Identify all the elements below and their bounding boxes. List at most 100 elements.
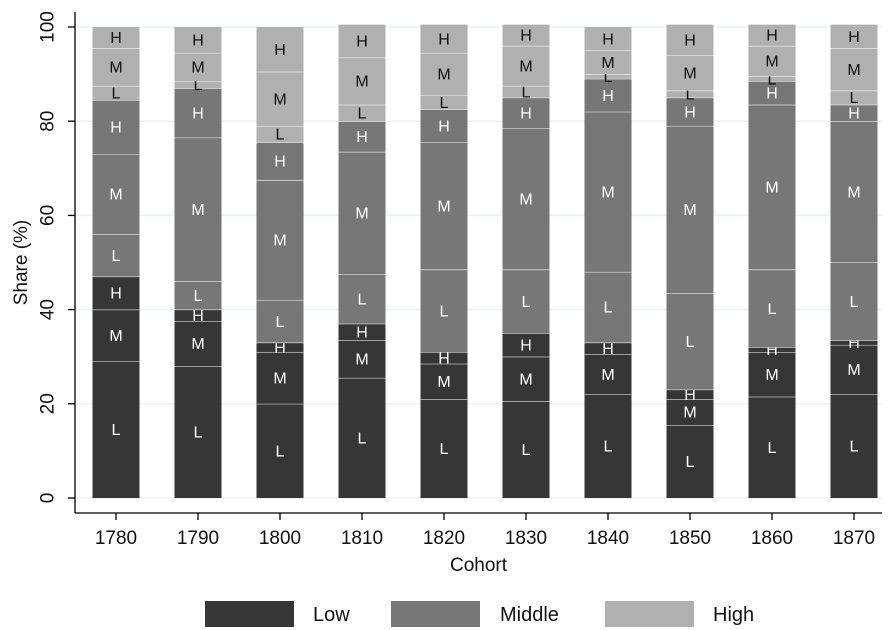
segment-label: H <box>766 28 778 45</box>
bar-segment-1860-high-L <box>748 76 796 82</box>
bar-segment-1780-high-L <box>92 85 140 101</box>
segment-label: L <box>850 439 859 456</box>
x-tick-label-1850: 1850 <box>669 528 711 549</box>
bar-segment-1790-middle-H <box>174 88 222 138</box>
segment-label: L <box>604 439 613 456</box>
segment-label: L <box>604 300 613 317</box>
segment-label: M <box>437 198 450 215</box>
bar-segment-1850-low-M <box>666 399 714 425</box>
bar-segment-1800-low-L <box>256 403 304 498</box>
bar-segment-1810-middle-L <box>338 274 386 324</box>
bar-segment-1800-middle-L <box>256 300 304 343</box>
bar-segment-1840-high-L <box>584 74 632 79</box>
bar-segment-1850-low-L <box>666 424 714 498</box>
segment-label: L <box>522 442 531 459</box>
segment-label: H <box>848 29 860 46</box>
legend-swatch-middle <box>391 601 480 627</box>
segment-label: H <box>274 154 286 171</box>
segment-label: L <box>194 288 203 305</box>
segment-label: M <box>519 372 532 389</box>
segment-label: M <box>765 367 778 384</box>
segment-label: H <box>356 324 368 341</box>
segment-label: M <box>191 202 204 219</box>
segment-label: M <box>355 352 368 369</box>
legend-swatch-high <box>605 601 694 627</box>
x-tick-label-1820: 1820 <box>423 528 465 549</box>
segment-label: H <box>684 387 696 404</box>
bar-segment-1790-low-M <box>174 321 222 367</box>
y-tick-label-60: 60 <box>38 205 59 226</box>
bar-segment-1810-low-M <box>338 340 386 378</box>
bar-segment-1810-middle-H <box>338 121 386 152</box>
bar-segment-1870-middle-H <box>830 104 878 122</box>
segment-label: H <box>766 85 778 102</box>
segment-label: L <box>276 443 285 460</box>
segment-label: M <box>519 58 532 75</box>
bar-segment-1800-middle-M <box>256 180 304 301</box>
segment-label: L <box>850 90 859 107</box>
bar-segment-1850-high-M <box>666 55 714 91</box>
bar-segment-1810-low-H <box>338 323 386 341</box>
bar-segment-1860-middle-M <box>748 104 796 270</box>
bar-segment-1810-high-M <box>338 57 386 105</box>
bar-segment-1830-low-H <box>502 333 550 357</box>
bar-segment-1870-middle-L <box>830 262 878 341</box>
bar-segment-1780-high-M <box>92 48 140 86</box>
segment-label: H <box>192 105 204 122</box>
axes-layer: 0 20 40 60 80 100 1780 1790 1800 1810 1820 1830 1840… <box>38 11 882 549</box>
bar-segment-1790-high-L <box>174 81 222 89</box>
segment-label: M <box>437 374 450 391</box>
y-tick-label-40: 40 <box>38 299 59 320</box>
segment-label: H <box>274 340 286 357</box>
legend-label-low: Low <box>313 604 350 626</box>
bar-segment-1850-middle-M <box>666 125 714 294</box>
bar-segment-1820-low-L <box>420 399 468 498</box>
bar-segment-1800-middle-H <box>256 142 304 181</box>
bar-segment-1840-middle-H <box>584 78 632 112</box>
segment-label: L <box>112 248 121 265</box>
bar-segment-1840-high-M <box>584 50 632 75</box>
bar-segment-1790-middle-M <box>174 137 222 282</box>
bar-segment-1850-middle-L <box>666 293 714 390</box>
segment-label: H <box>438 350 450 367</box>
bar-segment-1820-middle-H <box>420 109 468 143</box>
bar-segment-1790-low-L <box>174 366 222 498</box>
bar-segment-1800-high-L <box>256 125 304 143</box>
x-tick-label-1780: 1780 <box>95 528 137 549</box>
segment-label: M <box>683 405 696 422</box>
segment-label: M <box>847 62 860 79</box>
bar-segment-1800-low-H <box>256 342 304 352</box>
bar-segment-1840-middle-L <box>584 271 632 343</box>
bar-segment-1840-low-L <box>584 394 632 498</box>
segment-label: H <box>192 32 204 49</box>
bar-segment-1830-middle-M <box>502 128 550 270</box>
bar-segment-1860-middle-L <box>748 269 796 348</box>
segment-label: L <box>358 292 367 309</box>
segment-label: M <box>601 55 614 72</box>
segment-label: L <box>686 87 695 104</box>
segment-label: M <box>437 67 450 84</box>
bar-segment-1830-high-L <box>502 85 550 98</box>
segment-label: H <box>520 337 532 354</box>
segment-label: H <box>848 105 860 122</box>
segment-label: L <box>522 294 531 311</box>
bar-segment-1810-high-L <box>338 104 386 122</box>
segment-label: M <box>109 187 122 204</box>
bar-segment-1870-low-H <box>830 340 878 345</box>
bar-segment-1850-high-H <box>666 24 714 56</box>
segment-label: M <box>273 233 286 250</box>
legend: Low Middle High <box>205 601 754 627</box>
bar-segment-1860-low-H <box>748 347 796 352</box>
segment-label: H <box>520 28 532 45</box>
segment-label: L <box>358 105 367 122</box>
legend-swatch-low <box>205 601 294 627</box>
bar-segment-1820-low-M <box>420 363 468 400</box>
segment-label: L <box>112 422 121 439</box>
bar-segment-1820-middle-L <box>420 269 468 352</box>
segment-label: M <box>683 65 696 82</box>
bar-segment-1790-high-H <box>174 27 222 53</box>
segment-label: L <box>194 425 203 442</box>
bar-segment-1780-high-H <box>92 27 140 49</box>
segment-label: M <box>847 184 860 201</box>
